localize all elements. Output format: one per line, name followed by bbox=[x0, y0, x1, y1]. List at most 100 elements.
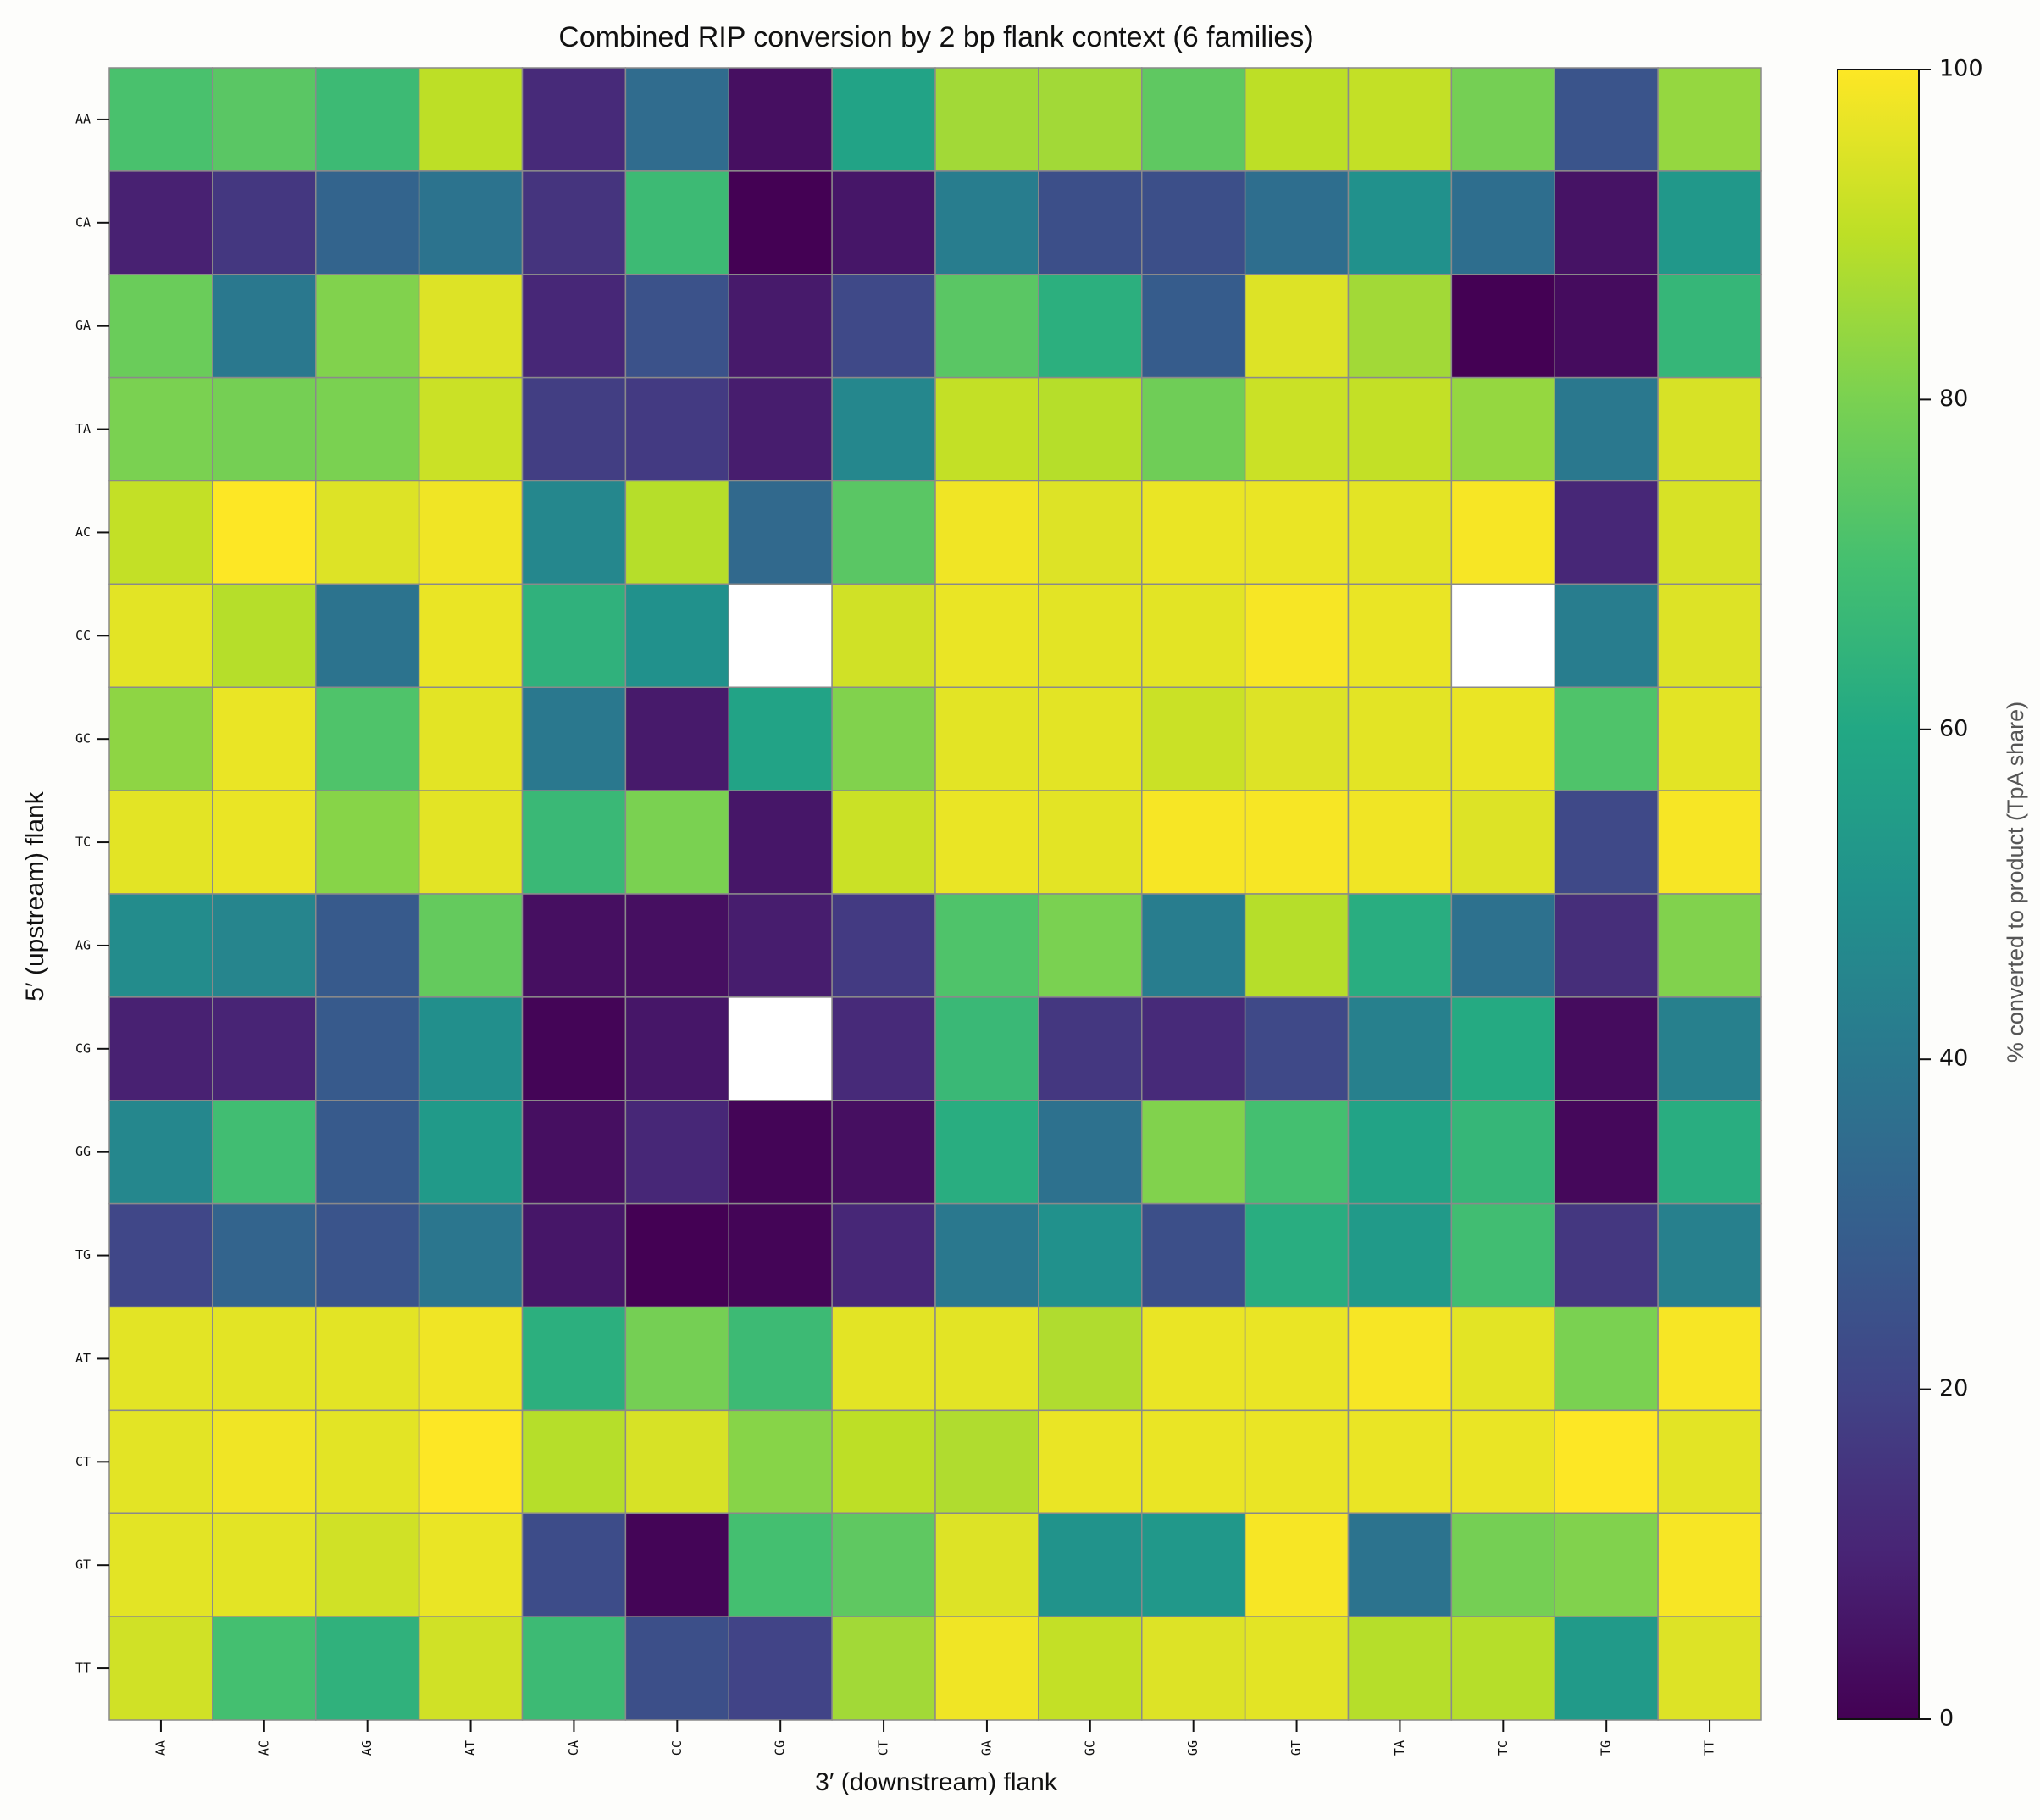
heatmap-cell bbox=[934, 376, 1039, 482]
heatmap-cell bbox=[1554, 67, 1659, 172]
heatmap-cell bbox=[1450, 67, 1555, 172]
heatmap-cell bbox=[1347, 274, 1453, 379]
heatmap-cell bbox=[624, 1100, 729, 1205]
heatmap-cell bbox=[108, 1202, 213, 1308]
colorbar-tick-label: 0 bbox=[1939, 1706, 1954, 1732]
heatmap-cell bbox=[521, 996, 627, 1101]
heatmap-cell bbox=[315, 686, 420, 791]
heatmap-cell bbox=[1657, 790, 1762, 895]
heatmap-cell bbox=[1244, 480, 1350, 585]
heatmap-cell bbox=[1347, 1512, 1453, 1617]
x-tick-label: CT bbox=[876, 1740, 891, 1756]
heatmap-cell bbox=[1347, 1616, 1453, 1721]
heatmap-cell bbox=[521, 170, 627, 275]
heatmap-cell bbox=[418, 480, 524, 585]
heatmap-cell bbox=[1244, 1100, 1350, 1205]
heatmap-cell bbox=[418, 893, 524, 998]
heatmap-cell bbox=[934, 583, 1039, 688]
heatmap-cell bbox=[108, 790, 213, 895]
heatmap-cell bbox=[831, 376, 936, 482]
heatmap-cell bbox=[934, 1100, 1039, 1205]
heatmap-cell bbox=[108, 274, 213, 379]
heatmap-cell bbox=[934, 790, 1039, 895]
heatmap-cell bbox=[831, 1100, 936, 1205]
heatmap-cell bbox=[728, 67, 833, 172]
heatmap-cell bbox=[728, 686, 833, 791]
heatmap-cell bbox=[418, 67, 524, 172]
colorbar-tick-label: 20 bbox=[1939, 1375, 1968, 1401]
chart-title: Combined RIP conversion by 2 bp flank co… bbox=[558, 21, 1313, 53]
heatmap-cell bbox=[934, 1306, 1039, 1412]
heatmap-cell bbox=[521, 686, 627, 791]
heatmap-cell bbox=[521, 1100, 627, 1205]
heatmap-cell bbox=[1244, 1202, 1350, 1308]
heatmap-cell bbox=[1038, 1616, 1143, 1721]
heatmap-cell bbox=[1038, 67, 1143, 172]
heatmap-cell bbox=[1038, 686, 1143, 791]
heatmap-cell bbox=[315, 480, 420, 585]
heatmap-cell bbox=[1141, 67, 1246, 172]
x-tick-label: AC bbox=[256, 1740, 271, 1756]
heatmap-cell bbox=[212, 1616, 317, 1721]
x-tick-label: CG bbox=[773, 1740, 788, 1756]
heatmap-cell bbox=[1038, 893, 1143, 998]
heatmap-cell bbox=[418, 376, 524, 482]
heatmap-cell bbox=[1657, 893, 1762, 998]
heatmap-cell bbox=[521, 1616, 627, 1721]
heatmap-cell bbox=[624, 67, 729, 172]
x-tick-label: GG bbox=[1185, 1740, 1200, 1756]
heatmap-cell bbox=[1347, 790, 1453, 895]
heatmap-cell bbox=[1450, 1306, 1555, 1412]
y-tick-label: TA bbox=[75, 421, 91, 436]
heatmap-cell bbox=[624, 170, 729, 275]
heatmap-cell bbox=[624, 1202, 729, 1308]
heatmap-cell bbox=[315, 170, 420, 275]
heatmap-cell bbox=[1141, 1512, 1246, 1617]
y-tick-label: GA bbox=[75, 318, 91, 333]
heatmap-cell bbox=[728, 583, 833, 688]
heatmap-cell bbox=[728, 1202, 833, 1308]
y-tick-label: GT bbox=[75, 1557, 91, 1573]
y-tick-label: TC bbox=[75, 835, 91, 850]
heatmap-cell bbox=[1450, 583, 1555, 688]
heatmap-cell bbox=[1657, 996, 1762, 1101]
heatmap-cell bbox=[1657, 1202, 1762, 1308]
heatmap-cell bbox=[315, 996, 420, 1101]
heatmap-cell bbox=[624, 686, 729, 791]
heatmap-cell bbox=[1347, 1100, 1453, 1205]
y-axis-ticks: AA CA GA TA AC CC GC TC AG CG GG TG AT CT GT TT bbox=[75, 111, 109, 1676]
colorbar-tick-label: 40 bbox=[1939, 1046, 1968, 1072]
heatmap-cell bbox=[934, 1512, 1039, 1617]
heatmap-cell bbox=[1657, 376, 1762, 482]
colorbar-tick-label: 60 bbox=[1939, 715, 1968, 741]
heatmap-cell bbox=[624, 376, 729, 482]
heatmap-cell bbox=[315, 1202, 420, 1308]
heatmap-cell bbox=[934, 274, 1039, 379]
heatmap-cell bbox=[1554, 583, 1659, 688]
heatmap-cell bbox=[108, 1616, 213, 1721]
heatmap-cell bbox=[212, 274, 317, 379]
heatmap-cell bbox=[1141, 1306, 1246, 1412]
x-tick-label: CA bbox=[566, 1740, 581, 1756]
heatmap-cell bbox=[315, 583, 420, 688]
heatmap-cell bbox=[624, 480, 729, 585]
heatmap-cell bbox=[108, 1100, 213, 1205]
heatmap-cell bbox=[831, 1306, 936, 1412]
heatmap-cell bbox=[831, 1409, 936, 1514]
x-tick-label: AT bbox=[463, 1740, 478, 1756]
heatmap-cell bbox=[1347, 1409, 1453, 1514]
heatmap-cell bbox=[315, 67, 420, 172]
x-tick-label: TA bbox=[1392, 1740, 1407, 1756]
y-tick-label: AC bbox=[75, 524, 91, 540]
heatmap-cell bbox=[521, 1202, 627, 1308]
heatmap-cell bbox=[521, 480, 627, 585]
heatmap-cell bbox=[831, 67, 936, 172]
heatmap-cell bbox=[521, 274, 627, 379]
heatmap-cell bbox=[1450, 1616, 1555, 1721]
heatmap-cell bbox=[831, 893, 936, 998]
heatmap-cell bbox=[1141, 893, 1246, 998]
heatmap-cell bbox=[1450, 376, 1555, 482]
heatmap-cell bbox=[831, 790, 936, 895]
heatmap-cell bbox=[1450, 170, 1555, 275]
x-tick-label: TC bbox=[1495, 1740, 1511, 1756]
